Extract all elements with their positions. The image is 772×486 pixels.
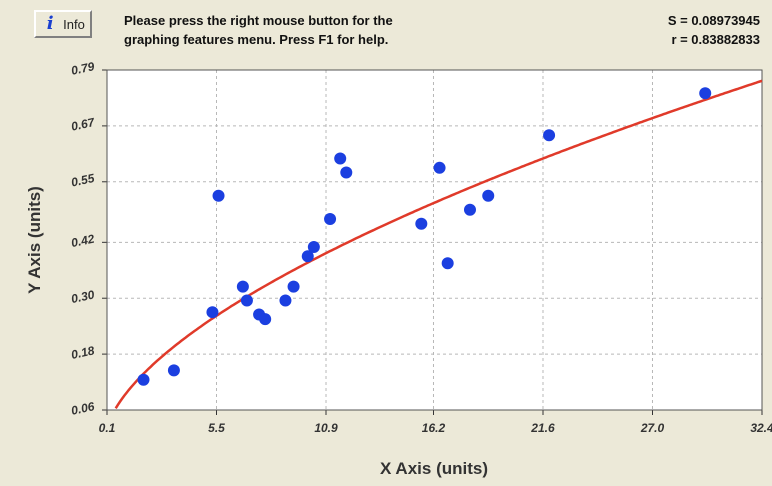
data-point <box>259 313 272 326</box>
data-point <box>307 240 320 253</box>
data-point <box>167 364 180 377</box>
help-line-2: graphing features menu. Press F1 for hel… <box>124 32 389 47</box>
axes <box>102 69 763 415</box>
data-point <box>543 129 556 142</box>
plot-area[interactable] <box>107 70 762 410</box>
x-axis-title: X Axis (units) <box>380 459 488 478</box>
y-tick-label: 0.79 <box>70 59 96 78</box>
y-axis-title: Y Axis (units) <box>25 186 44 294</box>
s-statistic: S = 0.08973945 <box>667 13 760 28</box>
data-point <box>240 294 253 307</box>
r-statistic: r = 0.83882833 <box>671 32 760 47</box>
x-tick-label: 32.4 <box>750 421 772 435</box>
data-point <box>301 250 314 263</box>
data-point <box>212 189 225 202</box>
data-point <box>137 373 150 386</box>
data-point <box>340 166 353 179</box>
y-tick-labels: 0.06 0.18 0.30 0.42 0.55 0.67 0.79 <box>70 59 97 418</box>
data-point <box>441 257 454 270</box>
y-tick-label: 0.18 <box>70 343 96 362</box>
grid-lines <box>107 70 762 410</box>
data-point <box>236 280 249 293</box>
fit-statistics: S = 0.08973945 r = 0.83882833 <box>580 11 760 49</box>
info-button-label: Info <box>63 16 85 32</box>
y-tick-label: 0.42 <box>70 232 96 251</box>
help-line-1: Please press the right mouse button for … <box>124 13 393 28</box>
y-tick-label: 0.06 <box>70 399 96 418</box>
info-button[interactable]: i Info <box>34 10 92 38</box>
fit-curve <box>114 79 763 409</box>
help-message: Please press the right mouse button for … <box>124 11 544 49</box>
data-point <box>433 161 446 174</box>
data-point <box>415 217 428 230</box>
y-tick-label: 0.30 <box>70 287 96 306</box>
x-tick-label: 21.6 <box>530 421 555 435</box>
x-tick-label: 10.9 <box>314 421 338 435</box>
data-points <box>137 87 712 386</box>
y-tick-label: 0.67 <box>70 115 97 134</box>
data-point <box>324 213 337 226</box>
x-tick-label: 27.0 <box>640 421 665 435</box>
y-tick-label: 0.55 <box>70 171 96 190</box>
x-tick-labels: 0.1 5.5 10.9 16.2 21.6 27.0 32.4 <box>99 421 772 435</box>
data-point <box>463 203 476 216</box>
data-point <box>699 87 712 100</box>
info-icon: i <box>46 13 54 34</box>
plot-frame <box>106 69 763 411</box>
data-point <box>206 306 219 319</box>
data-point <box>279 294 292 307</box>
data-point <box>287 280 300 293</box>
x-tick-label: 5.5 <box>208 421 225 435</box>
data-point <box>482 189 495 202</box>
data-point <box>334 152 347 165</box>
x-tick-label: 16.2 <box>422 421 446 435</box>
x-tick-label: 0.1 <box>99 421 116 435</box>
